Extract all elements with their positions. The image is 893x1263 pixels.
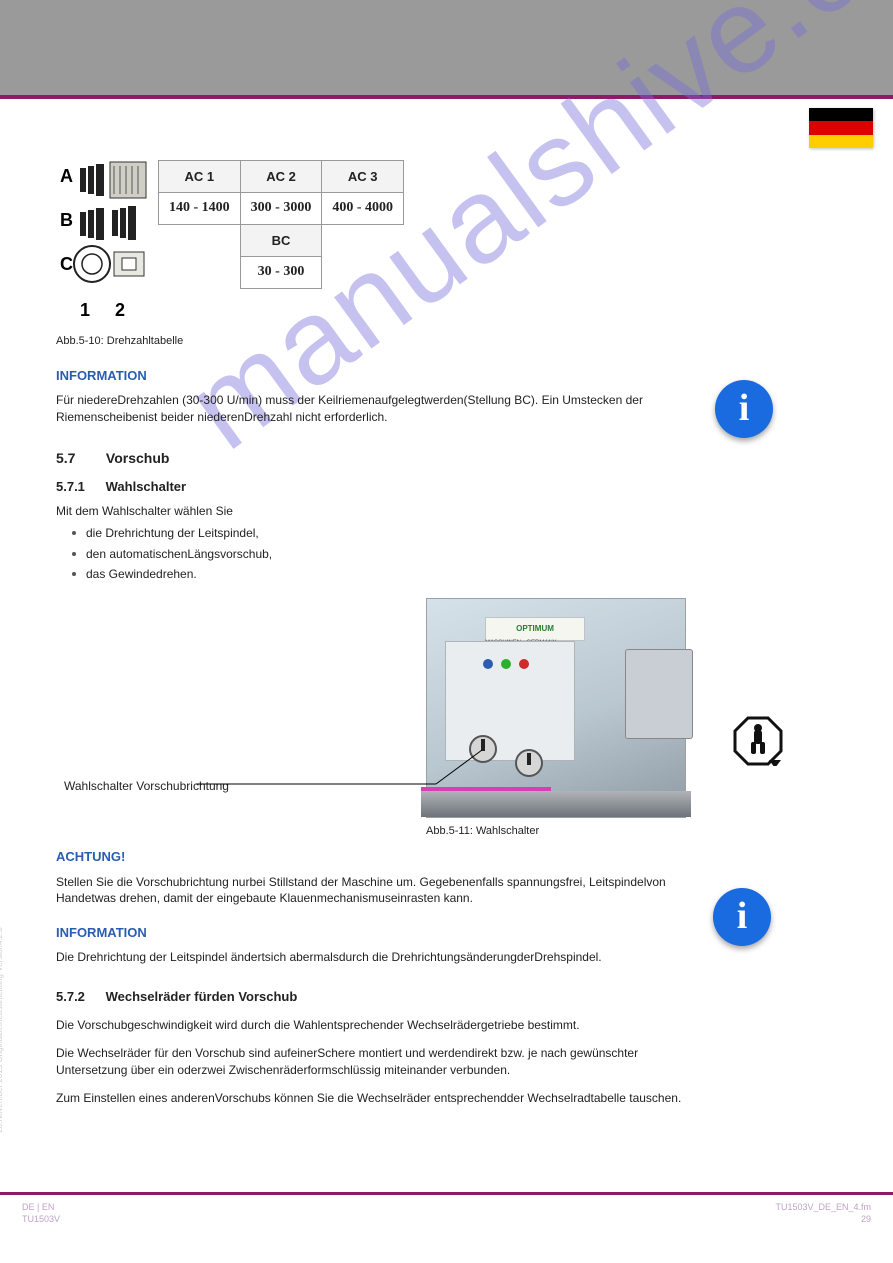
section-5-7-num: 5.7: [56, 449, 102, 468]
cell-ac2: 300 - 3000: [240, 193, 322, 225]
info-icon: i: [715, 380, 773, 438]
machine-chuck: [625, 649, 693, 739]
bullet-2: den automatischenLängsvorschub,: [72, 546, 696, 562]
header-purple-divider: [0, 95, 893, 99]
knob-secondary: [515, 749, 543, 777]
info-heading-1: INFORMATION: [56, 367, 696, 385]
footer-left-line1: DE | EN: [22, 1201, 60, 1213]
fig-caption-5-11: Abb.5-11: Wahlschalter: [426, 824, 686, 839]
fig-caption-5-10: Abb.5-10: Drehzahltabelle: [56, 334, 696, 349]
cell-ac3: 400 - 4000: [322, 193, 404, 225]
info-text-2: Die Drehrichtung der Leitspindel änderts…: [56, 949, 696, 965]
pulley-diagram: A B C 1 2 3: [56, 160, 150, 320]
col-labels-123: 1 2 3: [80, 300, 150, 320]
footer-right-line2: 29: [775, 1213, 871, 1225]
change-p2: Die Wechselräder für den Vorschub sind a…: [56, 1045, 696, 1077]
header-gray-bar: [0, 0, 893, 95]
bullet-intro: Mit dem Wahlschalter wählen Sie: [56, 503, 696, 519]
th-ac1: AC 1: [159, 161, 241, 193]
section-5-7-1-title: Wahlschalter: [106, 479, 186, 494]
section-5-7-1-num: 5.7.1: [56, 478, 102, 496]
info-text-1: Für niedereDrehzahlen (30-300 U/min) mus…: [56, 392, 696, 424]
section-5-7-title: Vorschub: [106, 450, 170, 466]
speed-table-block: A B C 1 2 3 AC 1 AC 2: [56, 160, 696, 320]
info-icon-glyph: i: [737, 891, 748, 942]
blank-cell: [159, 225, 241, 257]
vertical-footer-text: 20.November 2015 Originalbetriebsanleitu…: [0, 928, 6, 1133]
th-ac3: AC 3: [322, 161, 404, 193]
led-blue: [483, 659, 493, 669]
blank-cell: [159, 257, 241, 289]
info-icon: i: [713, 888, 771, 946]
row-label-b: B: [60, 210, 73, 230]
footer-left: DE | EN TU1503V: [22, 1201, 60, 1225]
machine-side-panel: [445, 641, 575, 761]
info-heading-2: INFORMATION: [56, 924, 696, 942]
bullet-1: die Drehrichtung der Leitspindel,: [72, 525, 696, 541]
flag-stripe-red: [809, 121, 873, 134]
flag-germany: [809, 108, 873, 148]
flag-stripe-gold: [809, 135, 873, 148]
pulley-row-a: [80, 162, 146, 198]
section-5-7-2-num: 5.7.2: [56, 988, 102, 1006]
bullet-3: das Gewindedrehen.: [72, 566, 696, 582]
th-bc: BC: [240, 225, 322, 257]
footer-right: TU1503V_DE_EN_4.fm 29: [775, 1201, 871, 1225]
speed-table: AC 1 AC 2 AC 3 140 - 1400 300 - 3000 400…: [158, 160, 404, 289]
attention-heading: ACHTUNG!: [56, 848, 696, 866]
footer-purple-divider: [0, 1192, 893, 1195]
page-footer: DE | EN TU1503V TU1503V_DE_EN_4.fm 29: [0, 1201, 893, 1225]
machine-figure: Wahlschalter Vorschubrichtung OPTIMUM MA…: [426, 598, 686, 818]
row-label-a: A: [60, 166, 73, 186]
section-5-7-heading: 5.7 Vorschub: [56, 449, 696, 468]
attention-icon: [733, 716, 783, 766]
flag-stripe-black: [809, 108, 873, 121]
footer-right-line1: TU1503V_DE_EN_4.fm: [775, 1201, 871, 1213]
machine-nameplate: OPTIMUM: [485, 617, 585, 641]
section-5-7-1-heading: 5.7.1 Wahlschalter: [56, 478, 696, 496]
pulley-row-b: [80, 206, 136, 240]
led-red: [519, 659, 529, 669]
machine-bed: [421, 791, 691, 817]
change-p1: Die Vorschubgeschwindigkeit wird durch d…: [56, 1017, 696, 1033]
led-green: [501, 659, 511, 669]
change-p3: Zum Einstellen eines anderenVorschubs kö…: [56, 1090, 696, 1106]
blank-cell: [322, 225, 404, 257]
blank-cell: [322, 257, 404, 289]
section-5-7-2-title: Wechselräder fürden Vorschub: [106, 989, 298, 1004]
cell-bc: 30 - 300: [240, 257, 322, 289]
attention-text: Stellen Sie die Vorschubrichtung nurbei …: [56, 874, 696, 906]
cell-ac1: 140 - 1400: [159, 193, 241, 225]
footer-left-line2: TU1503V: [22, 1213, 60, 1225]
page-content: A B C 1 2 3 AC 1 AC 2: [56, 160, 696, 1106]
bullet-list: die Drehrichtung der Leitspindel, den au…: [72, 525, 696, 582]
leader-line-svg: [196, 748, 496, 788]
row-label-c: C: [60, 254, 73, 274]
pulley-row-c: [74, 246, 144, 282]
info-icon-glyph: i: [739, 383, 750, 434]
section-5-7-2-heading: 5.7.2 Wechselräder fürden Vorschub: [56, 988, 696, 1006]
th-ac2: AC 2: [240, 161, 322, 193]
